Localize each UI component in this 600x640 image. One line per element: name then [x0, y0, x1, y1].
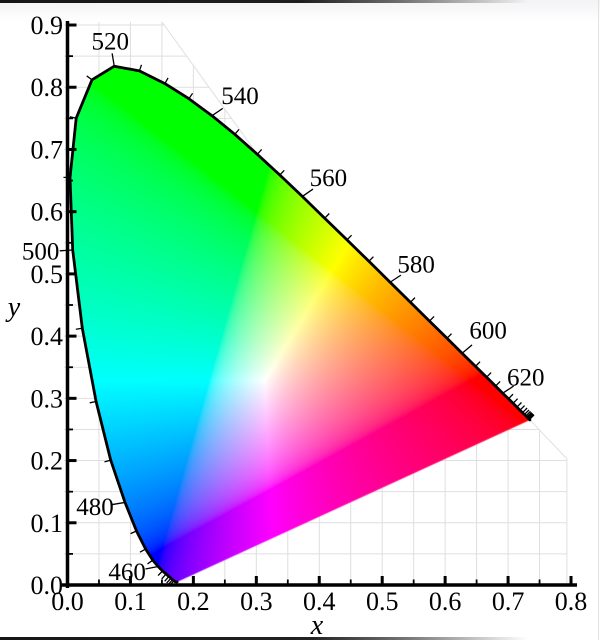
wavelength-tick	[429, 315, 435, 322]
wavelength-label-tick	[211, 107, 224, 117]
wavelength-tick	[164, 77, 169, 84]
wavelength-label-tick	[301, 188, 314, 197]
wavelength-tick	[507, 393, 514, 400]
wavelength-label: 600	[469, 318, 507, 345]
wavelength-tick	[164, 575, 170, 582]
wavelength-tick	[139, 548, 146, 553]
wavelength-label: 460	[108, 559, 146, 586]
wavelength-label-tick	[145, 565, 159, 570]
wavelength-tick	[522, 407, 528, 414]
wavelength-tick	[104, 459, 111, 463]
wavelength-tick	[527, 412, 533, 419]
x-tick-label: 0.7	[492, 587, 525, 616]
wavelength-tick	[69, 116, 77, 119]
axes-group	[62, 21, 577, 588]
y-tick-label: 0.9	[31, 11, 64, 40]
tick-label-group: 0.0 0.1 0.2 0.3 0.4 0.5 0.6 0.7 0.8 0.0 0.1 0.2 0.3 0…	[31, 11, 588, 616]
wavelength-tick	[526, 411, 532, 418]
wavelength-tick	[161, 573, 167, 580]
wavelength-tick	[234, 128, 240, 135]
wavelength-tick	[529, 414, 535, 420]
window-edge-top	[0, 0, 600, 3]
y-tick-label: 0.8	[31, 73, 64, 102]
wavelength-tick	[368, 256, 374, 262]
wavelength-tick	[89, 400, 97, 404]
wavelength-label: 580	[397, 252, 435, 279]
y-tick-label: 0.5	[31, 260, 64, 289]
wavelength-tick	[516, 402, 522, 408]
wavelength-tick	[495, 381, 501, 387]
wavelength-tick	[138, 64, 143, 72]
wavelength-tick	[166, 577, 172, 584]
y-tick-label: 0.2	[31, 447, 64, 476]
wavelength-tick	[157, 570, 164, 577]
wavelength-tick	[446, 333, 452, 339]
wavelength-label: 560	[310, 165, 348, 192]
wavelength-tick	[475, 361, 481, 367]
wavelength-tick	[279, 169, 285, 176]
x-tick-label: 0.8	[555, 587, 588, 616]
x-tick-label: 0.0	[51, 587, 84, 616]
wavelength-label: 480	[76, 494, 114, 521]
wavelength-tick	[130, 530, 137, 535]
wavelength-tick	[346, 234, 353, 241]
x-tick-label: 0.5	[366, 587, 399, 616]
wavelength-tick	[486, 372, 492, 378]
wavelength-tick	[525, 410, 531, 417]
x-tick-label: 0.1	[114, 587, 147, 616]
x-tick-label: 0.4	[303, 587, 336, 616]
x-tick-label: 0.6	[429, 587, 462, 616]
wavelength-label-tick	[502, 385, 514, 394]
y-tick-label: 0.0	[31, 571, 64, 600]
y-tick-label: 0.3	[31, 384, 64, 413]
wavelength-label: 620	[507, 365, 545, 392]
wavelength-tick-group	[63, 64, 535, 587]
wavelength-label-tick	[389, 274, 402, 283]
wavelength-label: 520	[92, 29, 130, 56]
wavelength-label: 500	[22, 239, 60, 266]
wavelength-tick	[147, 559, 154, 565]
y-axis-title: y	[5, 292, 21, 323]
wavelength-label-tick	[461, 344, 473, 354]
wavelength-label-tick	[111, 53, 115, 67]
y-tick-label: 0.1	[31, 509, 64, 538]
wavelength-tick	[86, 75, 93, 81]
wavelength-tick	[519, 405, 526, 411]
wavelength-tick	[256, 148, 263, 155]
wavelength-label: 540	[221, 83, 259, 110]
y-tick-label: 0.4	[31, 322, 64, 351]
wavelength-tick	[512, 398, 519, 404]
wavelength-tick	[324, 213, 330, 219]
x-tick-label: 0.2	[177, 587, 210, 616]
wavelength-tick	[523, 409, 530, 415]
y-tick-label: 0.6	[31, 198, 64, 227]
window-edge-bottom	[0, 637, 600, 640]
y-tick-label: 0.7	[31, 135, 64, 164]
wavelength-tick	[75, 327, 83, 330]
x-tick-label: 0.3	[240, 587, 273, 616]
x-axis-title: x	[310, 610, 324, 640]
spectral-locus-outline	[68, 64, 532, 584]
wavelength-label-tick	[112, 501, 126, 506]
wavelength-tick	[188, 92, 194, 100]
wavelength-tick	[409, 297, 416, 303]
